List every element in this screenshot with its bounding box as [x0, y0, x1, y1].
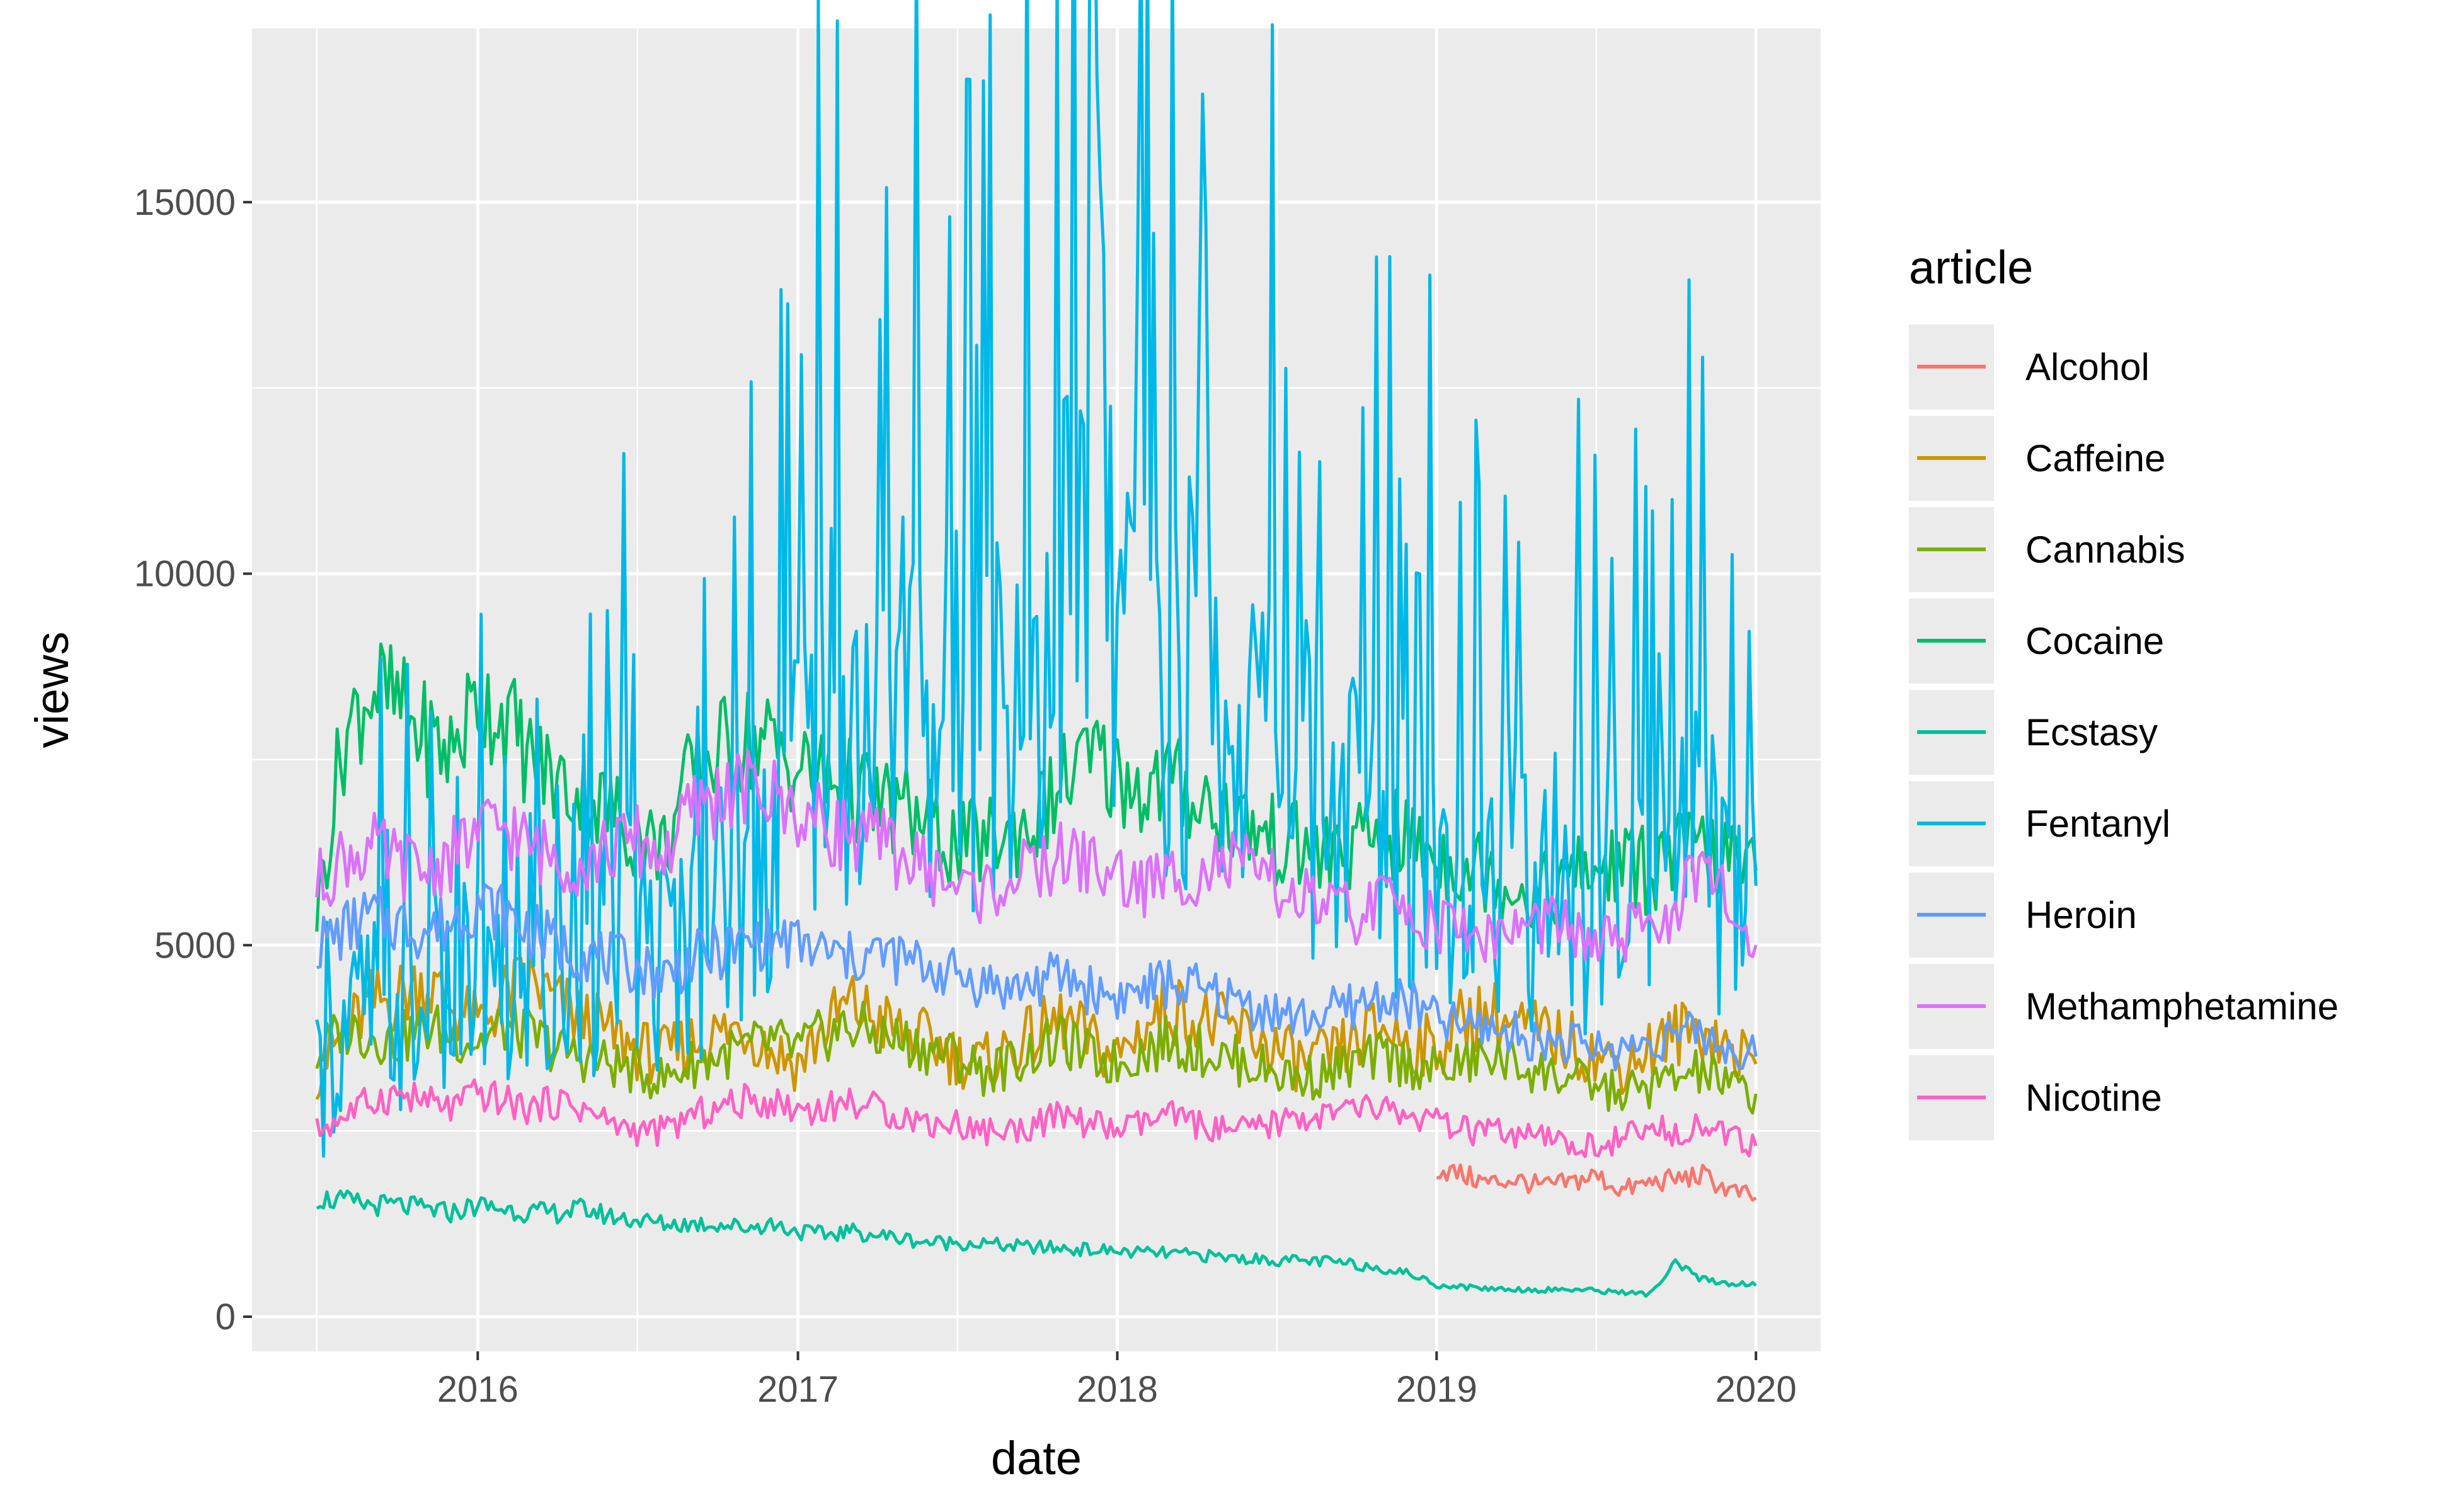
legend-label-methamphetamine: Methamphetamine: [2025, 985, 2339, 1028]
legend-label-cocaine: Cocaine: [2025, 620, 2164, 662]
series-line-fentanyl: [315, 0, 1758, 1158]
series-line-nicotine: [315, 1078, 1758, 1159]
series-line-heroin: [316, 883, 1758, 1072]
y-axis-ticks: 0 5000 10000 15000: [134, 182, 252, 1337]
y-axis-title: views: [26, 631, 78, 748]
series-line-methamphetamine: [315, 749, 1758, 963]
series-lines: [315, 0, 1758, 1298]
legend-label-fentanyl: Fentanyl: [2025, 803, 2170, 845]
y-tick-label: 10000: [134, 554, 236, 595]
legend-title: article: [1909, 241, 2033, 294]
x-axis-ticks: 2016 2017 2018 2019 2020: [437, 1351, 1797, 1410]
legend-label-cannabis: Cannabis: [2025, 529, 2185, 571]
legend: article Alcohol Caffeine Cannabis Cocaine Ec…: [1909, 241, 2339, 1140]
x-tick-label: 2017: [757, 1369, 839, 1410]
x-axis-title: date: [991, 1432, 1082, 1484]
legend-label-caffeine: Caffeine: [2025, 437, 2165, 479]
x-tick-label: 2018: [1077, 1369, 1158, 1410]
legend-label-heroin: Heroin: [2025, 894, 2137, 936]
x-tick-label: 2016: [437, 1369, 518, 1410]
series-line-cocaine: [315, 642, 1758, 932]
legend-label-alcohol: Alcohol: [2025, 346, 2150, 388]
y-tick-label: 15000: [134, 182, 236, 223]
series-line-ecstasy: [316, 1189, 1757, 1298]
legend-items: Alcohol Caffeine Cannabis Cocaine Ecstasy Fen…: [1909, 324, 2339, 1140]
legend-label-nicotine: Nicotine: [2025, 1077, 2162, 1119]
x-tick-label: 2020: [1715, 1369, 1797, 1410]
x-tick-label: 2019: [1396, 1369, 1477, 1410]
series-line-cannabis: [315, 999, 1758, 1115]
legend-label-ecstasy: Ecstasy: [2025, 711, 2158, 753]
y-tick-label: 0: [215, 1297, 236, 1337]
series-line-alcohol: [1436, 1163, 1757, 1202]
y-tick-label: 5000: [154, 925, 236, 966]
